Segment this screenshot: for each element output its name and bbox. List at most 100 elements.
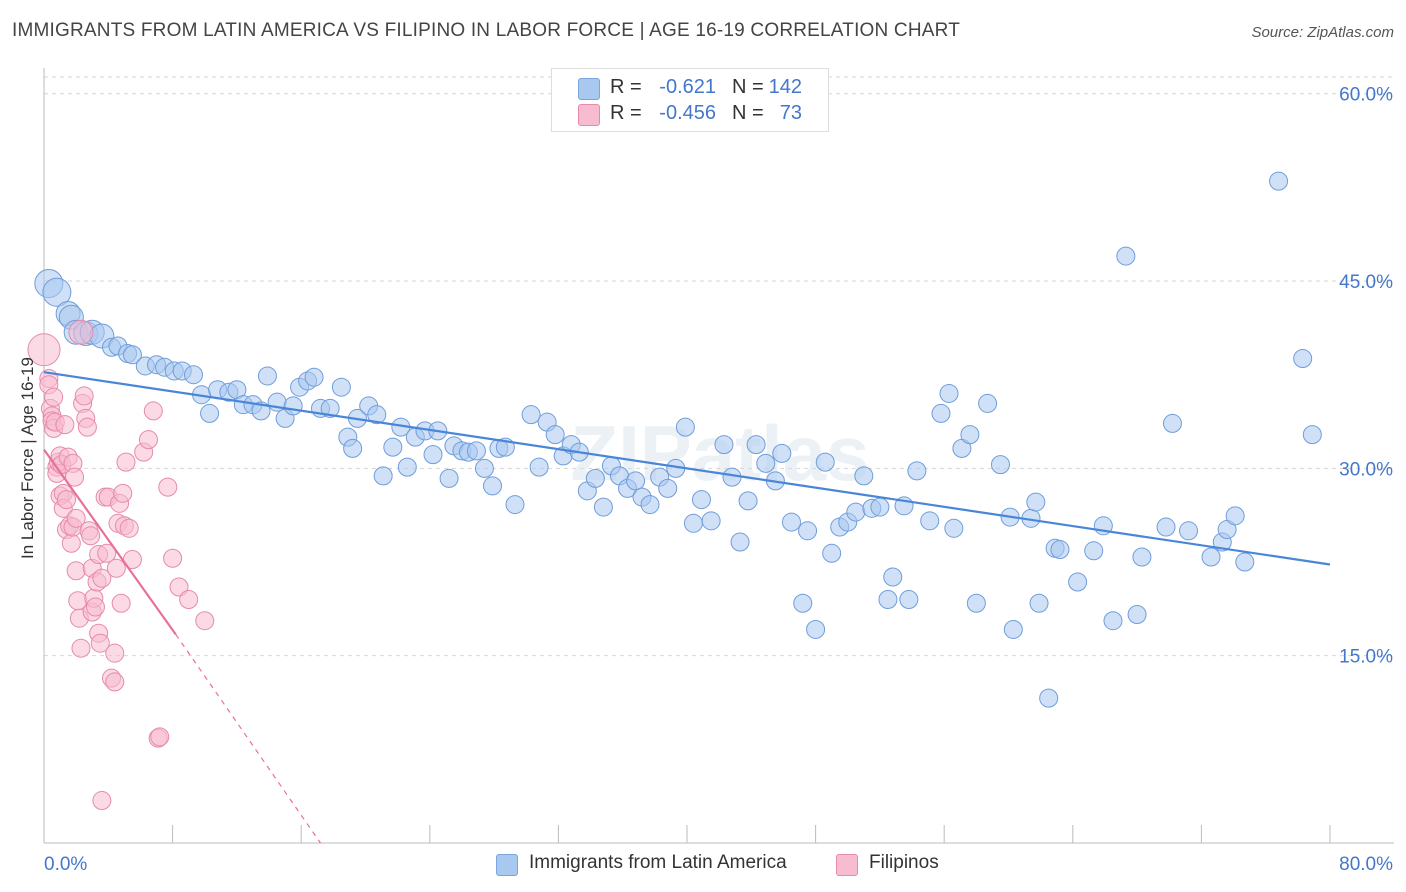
data-point <box>331 377 351 397</box>
trend-lines <box>43 371 1331 844</box>
data-point <box>920 511 940 531</box>
data-point <box>978 393 998 413</box>
series-latin-america <box>34 171 1322 708</box>
data-point <box>966 593 986 613</box>
blue-swatch <box>578 78 600 100</box>
data-point <box>113 483 133 503</box>
data-point <box>870 497 890 517</box>
data-point <box>585 468 605 488</box>
data-point <box>899 589 919 609</box>
data-point <box>939 383 959 403</box>
data-point <box>143 401 163 421</box>
stats-row-blue: R = -0.621 N = 142 <box>552 76 828 104</box>
data-point <box>798 521 818 541</box>
data-point <box>1050 540 1070 560</box>
r-value: -0.456 <box>659 102 716 124</box>
data-point <box>367 405 387 425</box>
stats-row-pink: R = -0.456 N = 73 <box>552 102 828 130</box>
data-point <box>74 386 94 406</box>
trend-line-pink <box>43 448 177 636</box>
data-point <box>383 437 403 457</box>
data-point <box>1084 541 1104 561</box>
data-point <box>163 548 183 568</box>
data-point <box>1269 171 1289 191</box>
data-point <box>746 435 766 455</box>
data-point <box>71 638 91 658</box>
source-note: Source: ZipAtlas.com <box>1251 24 1394 41</box>
data-point <box>521 405 541 425</box>
data-point <box>397 457 417 477</box>
y-tick-label: 60.0% <box>1339 85 1393 106</box>
data-point <box>61 533 81 553</box>
data-point <box>626 471 646 491</box>
n-label: N = <box>732 102 764 124</box>
data-point <box>781 512 801 532</box>
data-point <box>66 561 86 581</box>
data-point <box>1029 593 1049 613</box>
data-point <box>466 441 486 461</box>
data-point <box>683 513 703 533</box>
data-point <box>158 477 178 497</box>
stats-box: R = -0.621 N = 142 R = -0.456 N = 73 <box>551 68 829 132</box>
data-point <box>119 518 139 538</box>
data-point <box>105 643 125 663</box>
data-point <box>1103 611 1123 631</box>
data-point <box>822 543 842 563</box>
x-tick-label: 80.0% <box>1339 854 1393 875</box>
data-point <box>439 468 459 488</box>
data-point <box>545 425 565 445</box>
data-point <box>474 458 494 478</box>
data-point <box>200 403 220 423</box>
y-tick-label: 30.0% <box>1339 459 1393 480</box>
grid-lines <box>44 76 1394 657</box>
data-point <box>373 466 393 486</box>
data-point <box>92 568 112 588</box>
x-tick-label: 0.0% <box>44 854 87 875</box>
y-tick-label: 45.0% <box>1339 272 1393 293</box>
r-value: -0.621 <box>659 76 716 98</box>
data-point <box>320 398 340 418</box>
n-label: N = <box>732 76 764 98</box>
data-point <box>42 277 72 307</box>
axes <box>43 68 1394 844</box>
data-point <box>1201 547 1221 567</box>
pink-swatch <box>578 104 600 126</box>
data-point <box>944 518 964 538</box>
data-point <box>529 457 549 477</box>
legend-swatch-blue <box>496 854 518 876</box>
data-point <box>122 345 142 365</box>
data-point <box>691 490 711 510</box>
data-point <box>1162 413 1182 433</box>
data-point <box>1026 492 1046 512</box>
y-axis-label: In Labor Force | Age 16-19 <box>18 357 37 559</box>
data-point <box>68 319 94 345</box>
data-point <box>1116 246 1136 266</box>
data-point <box>793 593 813 613</box>
r-label: R = <box>610 102 642 124</box>
data-point <box>658 478 678 498</box>
data-point <box>257 366 277 386</box>
data-point <box>1039 688 1059 708</box>
data-point <box>1127 604 1147 624</box>
series-filipinos <box>27 319 215 811</box>
data-point <box>1293 348 1313 368</box>
data-point <box>343 438 363 458</box>
data-point <box>1225 506 1245 526</box>
tick-labels: 15.0% 30.0% 45.0% 60.0% 0.0% 80.0% <box>44 85 1393 875</box>
data-point <box>85 597 105 617</box>
data-point <box>106 558 126 578</box>
trend-line-pink-extension <box>175 634 321 844</box>
chart-title: IMMIGRANTS FROM LATIN AMERICA VS FILIPIN… <box>12 20 961 41</box>
data-point <box>57 490 77 510</box>
data-point <box>878 589 898 609</box>
data-point <box>77 417 97 437</box>
data-point <box>195 611 215 631</box>
data-point <box>1235 552 1255 572</box>
data-point <box>806 619 826 639</box>
data-point <box>183 365 203 385</box>
legend-label: Immigrants from Latin America <box>529 852 787 873</box>
data-point <box>854 466 874 486</box>
data-point <box>65 467 85 487</box>
data-point <box>714 435 734 455</box>
n-value: 73 <box>779 102 802 124</box>
